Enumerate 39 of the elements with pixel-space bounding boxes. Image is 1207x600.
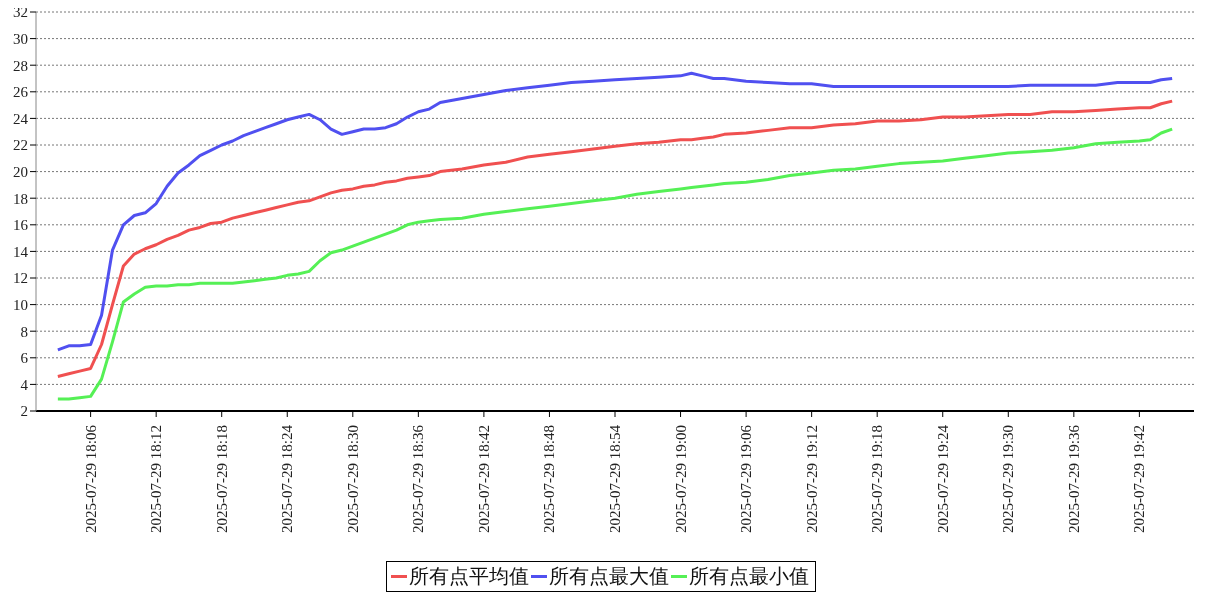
x-tick-label: 2025-07-29 18:42 [475,425,492,533]
x-tick-label: 2025-07-29 19:00 [672,425,689,533]
legend-label: 所有点平均值 [409,563,529,590]
x-tick-label: 2025-07-29 18:06 [82,424,99,533]
y-tick-label: 10 [13,296,28,313]
legend-label: 所有点最大值 [549,563,669,590]
y-tick-label: 26 [13,84,29,101]
line-series [56,99,1174,378]
y-tick-label: 20 [13,163,28,180]
x-tick-label: 2025-07-29 18:18 [213,425,230,533]
y-tick-label: 18 [13,190,28,207]
x-tick-label: 2025-07-29 18:30 [344,425,361,533]
line-series [56,71,1174,352]
x-tick-label: 2025-07-29 19:18 [869,425,886,533]
x-tick-label: 2025-07-29 18:36 [410,424,427,533]
x-tick-label: 2025-07-29 19:36 [1065,424,1082,533]
x-tick-label: 2025-07-29 19:24 [934,424,951,533]
y-tick-label: 28 [13,57,28,74]
y-tick-label: 2 [20,403,28,420]
y-tick-label: 16 [13,217,29,234]
y-tick-label: 32 [13,4,28,21]
y-tick-label: 6 [20,350,29,367]
y-tick-label: 30 [13,30,28,47]
y-tick-label: 14 [13,243,29,260]
x-tick-label: 2025-07-29 18:54 [607,424,623,533]
x-tick-label: 2025-07-29 19:42 [1131,425,1148,533]
x-tick-label: 2025-07-29 18:24 [279,424,296,533]
x-tick-label: 2025-07-29 19:12 [803,425,820,533]
y-tick-label: 24 [13,110,29,127]
x-tick-label: 2025-07-29 19:30 [1000,425,1017,533]
y-tick-label: 12 [13,270,28,287]
x-tick-label: 2025-07-29 18:12 [148,425,165,533]
line-series [56,127,1174,401]
y-tick-label: 22 [13,137,28,154]
x-tick-label: 2025-07-29 19:06 [738,424,755,533]
y-tick-label: 4 [20,376,29,393]
legend-label: 所有点最小值 [689,563,809,590]
x-tick-label: 2025-07-29 18:48 [541,425,558,533]
y-tick-label: 8 [20,323,28,340]
